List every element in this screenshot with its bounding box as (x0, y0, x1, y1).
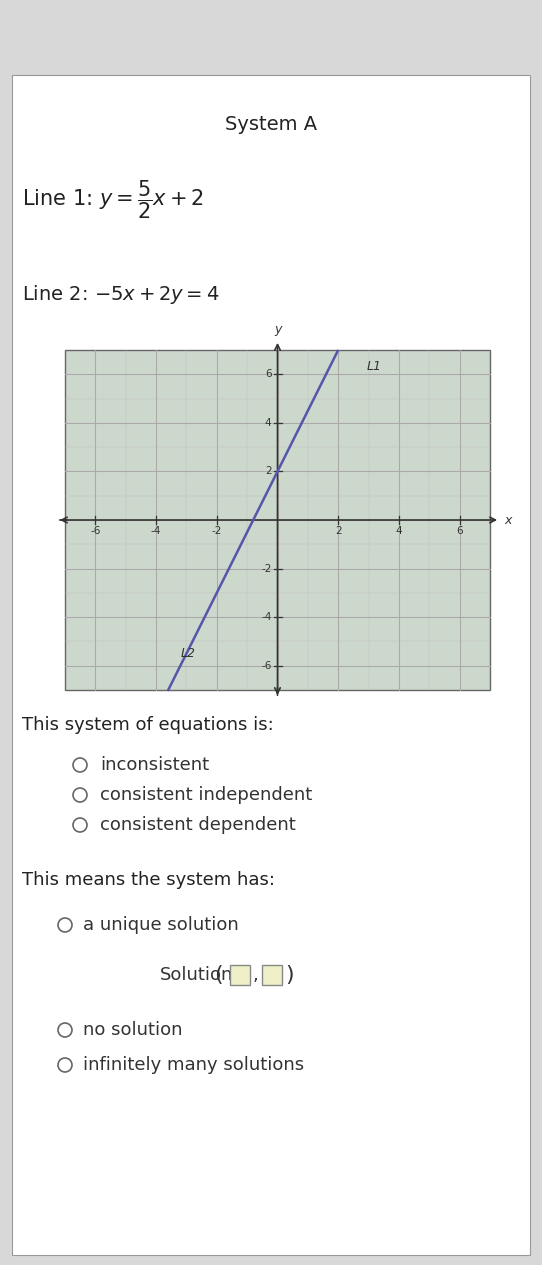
Text: (: ( (215, 965, 223, 985)
Bar (262, 965, 282, 985)
Text: ,: , (253, 966, 259, 984)
Bar (230, 965, 250, 985)
Text: -4: -4 (261, 612, 272, 622)
Text: consistent independent: consistent independent (100, 786, 312, 805)
Text: consistent dependent: consistent dependent (100, 816, 296, 834)
Text: 6: 6 (456, 526, 463, 536)
Text: This system of equations is:: This system of equations is: (22, 716, 274, 734)
Text: 4: 4 (265, 417, 272, 428)
Text: Line 2: $-5x+2y=4$: Line 2: $-5x+2y=4$ (22, 283, 220, 306)
Text: 4: 4 (396, 526, 402, 536)
Text: System A: System A (225, 115, 317, 134)
Text: inconsistent: inconsistent (100, 756, 209, 774)
Text: -6: -6 (261, 660, 272, 670)
Text: -4: -4 (151, 526, 162, 536)
Text: ): ) (285, 965, 294, 985)
Bar (65, 350, 490, 689)
Text: -2: -2 (211, 526, 222, 536)
Text: This means the system has:: This means the system has: (22, 872, 275, 889)
Text: L1: L1 (366, 361, 382, 373)
Text: 2: 2 (335, 526, 341, 536)
Text: a unique solution: a unique solution (83, 916, 238, 934)
Text: no solution: no solution (83, 1021, 183, 1039)
Text: infinitely many solutions: infinitely many solutions (83, 1056, 304, 1074)
Text: y: y (274, 323, 281, 336)
Text: 2: 2 (265, 467, 272, 477)
Text: x: x (504, 514, 511, 526)
Text: L2: L2 (180, 648, 195, 660)
Text: 6: 6 (265, 369, 272, 380)
Text: -6: -6 (90, 526, 101, 536)
Text: Line 1: $y = \dfrac{5}{2}x+2$: Line 1: $y = \dfrac{5}{2}x+2$ (22, 178, 204, 221)
Text: -2: -2 (261, 564, 272, 573)
Text: Solution:: Solution: (160, 966, 240, 984)
